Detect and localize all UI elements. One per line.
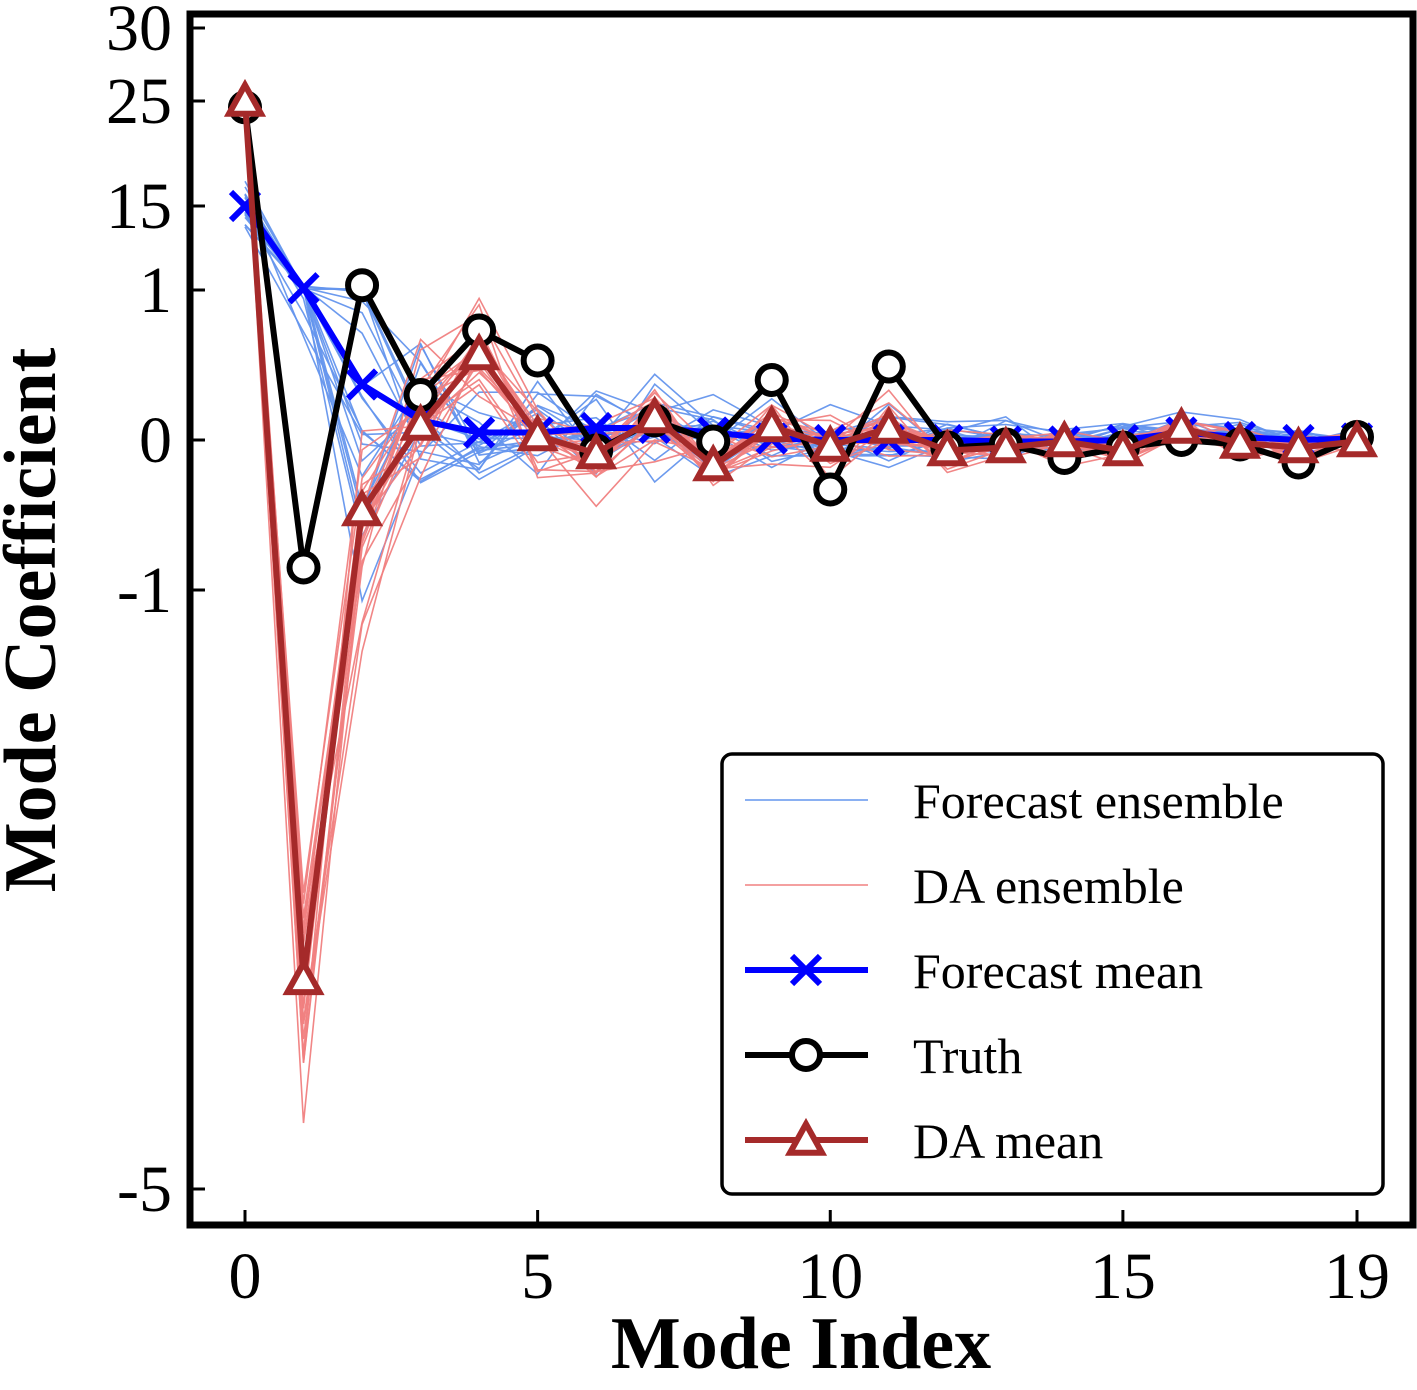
legend-item: Truth bbox=[745, 1028, 1022, 1084]
x-tick-label: 10 bbox=[797, 1240, 863, 1313]
triangle-marker bbox=[1101, 428, 1144, 467]
da-mean-series bbox=[223, 78, 1379, 996]
legend: Forecast ensemble DA ensemble Forecast mea… bbox=[720, 752, 1385, 1196]
x-tick-label: 5 bbox=[521, 1240, 554, 1313]
legend-label: DA mean bbox=[913, 1113, 1103, 1169]
y-tick-label: 25 bbox=[106, 65, 172, 138]
y-tick-label: 0 bbox=[139, 404, 172, 477]
triangle-marker bbox=[1335, 419, 1379, 458]
triangle-marker bbox=[750, 404, 793, 443]
triangle-marker bbox=[692, 443, 735, 482]
plot-frame bbox=[186, 10, 1417, 1229]
x-axis-title: Mode Index bbox=[611, 1303, 991, 1385]
y-tick-label: 15 bbox=[106, 170, 172, 243]
triangle-marker bbox=[340, 488, 384, 527]
triangle-marker bbox=[867, 405, 910, 444]
circle-marker bbox=[345, 268, 380, 303]
x-marker bbox=[287, 272, 320, 305]
triangle-marker bbox=[399, 402, 442, 441]
legend-item: DA mean bbox=[745, 1113, 1103, 1169]
y-axis-title: Mode Coefficient bbox=[0, 347, 72, 892]
legend-item: Forecast ensemble bbox=[745, 773, 1284, 829]
x-tick-label: 15 bbox=[1090, 1240, 1156, 1313]
triangle-marker bbox=[223, 78, 267, 117]
x-marker bbox=[462, 416, 496, 449]
y-tick-label: -5 bbox=[117, 1153, 172, 1226]
triangle-marker bbox=[458, 332, 501, 371]
triangle-marker bbox=[516, 413, 559, 452]
x-marker bbox=[789, 953, 823, 987]
circle-marker bbox=[813, 472, 848, 507]
legend-item: Forecast mean bbox=[745, 943, 1203, 999]
triangle-marker bbox=[1277, 425, 1320, 464]
triangle-marker bbox=[1160, 405, 1203, 444]
x-axis: 0 5 10 15 19 bbox=[229, 1210, 1390, 1313]
truth-series bbox=[228, 90, 1374, 585]
circle-marker bbox=[286, 550, 321, 585]
y-tick-label: 30 bbox=[106, 0, 172, 65]
legend-item: DA ensemble bbox=[745, 858, 1184, 914]
triangle-marker bbox=[282, 957, 325, 996]
circle-marker bbox=[789, 1038, 823, 1072]
triangle-marker bbox=[633, 395, 676, 434]
legend-label: Truth bbox=[913, 1028, 1022, 1084]
x-tick-label: 19 bbox=[1324, 1240, 1390, 1313]
y-tick-label: -1 bbox=[117, 554, 172, 627]
triangle-marker bbox=[1043, 419, 1086, 458]
triangle-marker bbox=[809, 423, 852, 462]
circle-marker bbox=[520, 343, 555, 378]
legend-box bbox=[720, 752, 1385, 1196]
legend-label: Forecast mean bbox=[913, 943, 1203, 999]
legend-label: DA ensemble bbox=[913, 858, 1184, 914]
triangle-marker bbox=[784, 1117, 828, 1156]
mean-layer bbox=[223, 78, 1379, 996]
x-marker bbox=[345, 368, 379, 401]
triangle-marker bbox=[984, 425, 1027, 464]
y-tick-label: 1 bbox=[139, 254, 172, 327]
circle-marker bbox=[871, 349, 906, 384]
legend-label: Forecast ensemble bbox=[913, 773, 1284, 829]
circle-marker bbox=[754, 363, 789, 397]
x-tick-label: 0 bbox=[229, 1240, 262, 1313]
triangle-marker bbox=[926, 428, 969, 467]
triangle-marker bbox=[1218, 420, 1262, 459]
triangle-marker bbox=[575, 431, 618, 470]
